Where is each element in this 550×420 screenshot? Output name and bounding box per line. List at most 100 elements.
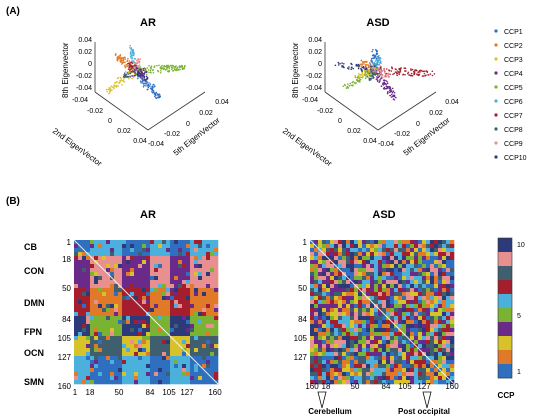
colorbar-swatch <box>498 280 512 295</box>
row-tick: 127 <box>294 353 308 362</box>
row-tick: 84 <box>298 315 307 324</box>
colorbar-swatch <box>498 336 512 351</box>
legend-label: CCP2 <box>504 43 523 50</box>
colorbar-swatch <box>498 322 512 337</box>
ccp-legend: CCP1 CCP2 CCP3 CCP4 CCP5 CCP6 CCP7 CCP8 CCP9 CCP1… <box>494 29 527 162</box>
v-tick: 0.04 <box>78 37 92 44</box>
legend-label: CCP9 <box>504 141 523 148</box>
network-label-ocn: OCN <box>24 348 44 358</box>
legend-marker <box>494 29 498 33</box>
legend-marker <box>494 85 498 89</box>
v-tick: -0.04 <box>306 85 322 92</box>
right-tick: 0.04 <box>215 99 229 106</box>
legend-marker <box>494 57 498 61</box>
legend-label: CCP4 <box>504 71 523 78</box>
row-tick: 18 <box>62 255 71 264</box>
v-tick: 0.04 <box>308 37 322 44</box>
v-tick: -0.02 <box>76 73 92 80</box>
left-tick: -0.02 <box>87 108 103 115</box>
colorbar-swatch <box>498 364 512 379</box>
matrix-asd-cells <box>310 240 455 385</box>
left-tick: 0.02 <box>347 128 361 135</box>
colorbar-tick: 10 <box>517 242 525 249</box>
col-tick: 1 <box>73 388 78 397</box>
col-tick: 160 <box>445 382 459 391</box>
network-label-cb: CB <box>24 242 37 252</box>
left-tick: 0.04 <box>133 138 147 145</box>
matrix-ar-cells <box>74 240 219 385</box>
row-tick: 105 <box>294 334 308 343</box>
colorbar-swatch <box>498 266 512 281</box>
right-tick: 0 <box>416 121 420 128</box>
row-tick: 50 <box>62 284 71 293</box>
row-tick: 50 <box>298 284 307 293</box>
col-tick: 160 <box>208 388 222 397</box>
plot-title-asd: ASD <box>366 17 389 29</box>
col-tick: 84 <box>382 382 391 391</box>
panel-a-label: (A) <box>6 6 20 17</box>
colorbar-tick: 5 <box>517 313 521 320</box>
legend-marker <box>494 155 498 159</box>
panel-b-label: (B) <box>6 196 20 207</box>
v-tick: 0 <box>318 61 322 68</box>
right-tick: -0.04 <box>378 141 394 148</box>
legend-label: CCP1 <box>504 29 523 36</box>
point-cloud-ar <box>105 44 186 99</box>
legend-marker <box>494 141 498 145</box>
row-tick: 160 <box>58 382 72 391</box>
arrow-icon <box>422 391 432 409</box>
arrow-icon <box>317 391 327 409</box>
right-tick: 0.02 <box>429 110 443 117</box>
left-tick: -0.04 <box>72 97 88 104</box>
col-tick: 127 <box>417 382 431 391</box>
row-tick: 1 <box>67 238 72 247</box>
colorbar-swatch <box>498 308 512 323</box>
legend-label: CCP5 <box>504 85 523 92</box>
legend-label: CCP8 <box>504 127 523 134</box>
scatter-plot-asd: ASD 0.04 0.02 0 -0.02 -0.04 -0.04 -0.02 … <box>281 17 459 168</box>
matrix-title-asd: ASD <box>372 209 395 221</box>
col-tick: 50 <box>351 382 360 391</box>
right-tick: -0.02 <box>164 131 180 138</box>
col-tick: 84 <box>146 388 155 397</box>
legend-marker <box>494 113 498 117</box>
legend-marker <box>494 99 498 103</box>
axis-label-left: 2nd EigenVector <box>281 126 334 168</box>
v-tick: -0.02 <box>306 73 322 80</box>
colorbar-swatch <box>498 238 512 253</box>
col-tick: 50 <box>115 388 124 397</box>
left-tick: 0.04 <box>363 138 377 145</box>
left-tick: -0.04 <box>302 97 318 104</box>
legend-label: CCP7 <box>504 113 523 120</box>
legend-label: CCP6 <box>504 99 523 106</box>
matrix-ar: 1 18 50 84 105 127 160 1 18 50 84 105 12… <box>58 238 223 397</box>
diagonal-line <box>73 239 219 385</box>
colorbar-swatch <box>498 252 512 267</box>
row-tick: 84 <box>62 315 71 324</box>
colorbar-swatch <box>498 350 512 365</box>
network-label-smn: SMN <box>24 377 44 387</box>
legend-label: CCP3 <box>504 57 523 64</box>
row-tick: 105 <box>58 334 72 343</box>
plot-title-ar: AR <box>140 17 156 29</box>
network-label-fpn: FPN <box>24 327 42 337</box>
row-tick: 18 <box>298 255 307 264</box>
right-tick: -0.04 <box>148 141 164 148</box>
left-tick: 0.02 <box>117 128 131 135</box>
scatter-plot-ar: AR 0.04 0.02 0 -0.02 -0.04 -0.04 -0.02 0… <box>51 17 229 168</box>
diagonal-line <box>309 239 455 385</box>
colorbar-title: CCP <box>498 391 516 400</box>
left-tick: -0.02 <box>317 108 333 115</box>
col-tick: 160 <box>305 382 319 391</box>
v-tick: 0.02 <box>78 49 92 56</box>
matrix-asd: 1 18 50 84 105 127 160 18 50 84 105 127 … <box>294 238 460 416</box>
row-tick: 127 <box>58 353 72 362</box>
right-tick: -0.02 <box>394 131 410 138</box>
annotation-post-occipital: Post occipital <box>398 407 450 416</box>
legend-marker <box>494 127 498 131</box>
legend-label: CCP10 <box>504 155 527 162</box>
legend-marker <box>494 71 498 75</box>
left-tick: 0 <box>108 118 112 125</box>
axis-label-vertical: 8th Eigenvector <box>291 42 300 98</box>
